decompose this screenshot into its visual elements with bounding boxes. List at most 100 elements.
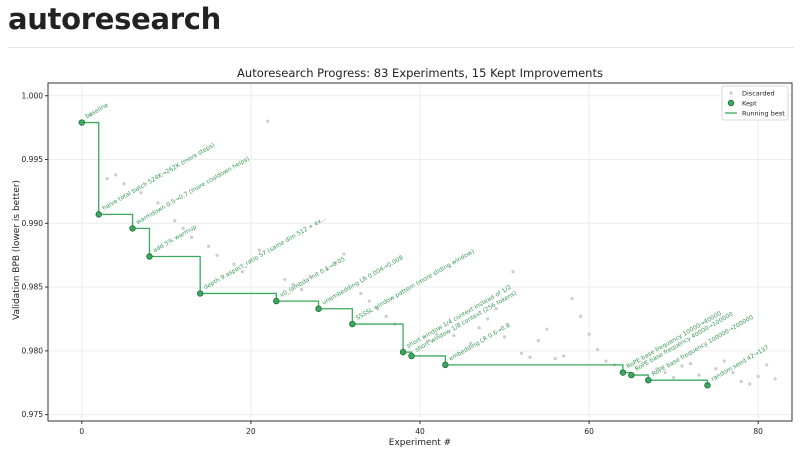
discarded-point	[190, 235, 194, 239]
legend-kept-label: Kept	[742, 100, 757, 108]
discarded-point	[105, 177, 109, 181]
legend-box	[721, 85, 789, 121]
chart-title: Autoresearch Progress: 83 Experiments, 1…	[237, 66, 603, 80]
discarded-point	[232, 262, 236, 266]
discarded-point	[672, 376, 676, 380]
x-axis-label: Experiment #	[389, 438, 451, 448]
page-title: autoresearch	[8, 2, 222, 36]
discarded-point	[570, 296, 574, 301]
discarded-point	[384, 314, 388, 319]
discarded-point	[367, 299, 371, 303]
discarded-point	[469, 341, 473, 345]
discarded-point	[139, 191, 143, 195]
discarded-point	[714, 367, 718, 371]
discarded-point	[731, 370, 735, 375]
discarded-point	[579, 314, 583, 319]
kept-point	[78, 119, 86, 126]
discarded-point	[536, 339, 540, 343]
discarded-point	[283, 277, 287, 282]
legend-discarded-label: Discarded	[742, 90, 775, 98]
discarded-point	[595, 347, 600, 352]
discarded-point	[765, 363, 769, 367]
y-axis-label: Validation BPB (lower is better)	[12, 180, 22, 320]
discarded-point	[722, 359, 726, 363]
kept-point	[619, 369, 627, 376]
discarded-point	[435, 332, 439, 336]
y-tick-label: 0.990	[22, 219, 44, 228]
discarded-point	[181, 226, 185, 231]
kept-point	[196, 290, 204, 297]
discarded-point	[88, 113, 92, 117]
discarded-point	[215, 253, 219, 257]
discarded-point	[494, 307, 498, 311]
discarded-point	[688, 362, 693, 366]
legend-kept-marker	[727, 99, 735, 107]
discarded-point	[156, 201, 160, 205]
legend: Discarded Kept Running best	[721, 85, 789, 121]
legend-discarded-marker	[729, 91, 733, 95]
discarded-point	[376, 307, 380, 311]
discarded-point	[562, 354, 566, 358]
kept-point	[704, 382, 711, 389]
discarded-point	[257, 248, 261, 252]
discarded-point	[308, 275, 312, 279]
discarded-point	[502, 335, 507, 339]
kept-point	[645, 376, 652, 384]
x-tick-label: 60	[584, 427, 594, 436]
discarded-point	[528, 355, 532, 359]
discarded-point	[266, 119, 270, 123]
kept-point	[315, 305, 322, 312]
discarded-point	[519, 351, 524, 355]
discarded-point	[739, 379, 743, 384]
discarded-point	[663, 370, 667, 375]
discarded-point	[587, 332, 591, 336]
y-tick-label: 0.985	[22, 283, 44, 292]
x-tick-label: 20	[246, 427, 256, 436]
discarded-points	[88, 113, 777, 386]
discarded-point	[655, 367, 659, 371]
progress-chart: Autoresearch Progress: 83 Experiments, 1…	[0, 58, 800, 450]
discarded-point	[342, 252, 346, 256]
x-tick-label: 80	[753, 427, 763, 436]
discarded-point	[756, 374, 760, 378]
y-tick-label: 0.980	[22, 346, 44, 355]
axis-ticks: 0 20 40 60 80 0.975 0.980 0.985 0.990 0.995 1.000	[22, 91, 764, 436]
discarded-point	[773, 377, 777, 381]
discarded-point	[486, 317, 490, 321]
header-divider	[8, 47, 794, 48]
chart-background	[0, 58, 800, 450]
kept-point	[399, 348, 407, 356]
discarded-point	[452, 333, 456, 338]
discarded-point	[477, 326, 481, 330]
discarded-point	[697, 373, 701, 377]
y-tick-label: 0.975	[22, 410, 44, 419]
y-tick-label: 0.995	[22, 155, 44, 164]
discarded-point	[325, 267, 329, 271]
discarded-point	[291, 282, 295, 287]
discarded-point	[426, 339, 431, 343]
kept-point	[408, 352, 415, 360]
discarded-point	[359, 291, 363, 296]
kept-point	[146, 253, 153, 260]
grid	[48, 83, 792, 421]
kept-point	[349, 320, 356, 328]
kept-points	[78, 119, 711, 389]
discarded-point	[333, 261, 338, 265]
discarded-point	[748, 382, 752, 386]
discarded-point	[240, 270, 245, 274]
discarded-point	[300, 288, 304, 292]
x-tick-label: 40	[415, 427, 425, 436]
legend-running-best-label: Running best	[742, 110, 785, 118]
discarded-point	[604, 359, 608, 363]
y-tick-label: 1.000	[22, 91, 44, 100]
kept-point	[628, 371, 635, 379]
x-tick-label: 0	[79, 427, 84, 436]
kept-point	[273, 297, 280, 305]
kept-point	[95, 211, 102, 218]
discarded-point	[207, 244, 211, 248]
kept-point	[442, 361, 449, 369]
discarded-point	[553, 356, 557, 361]
discarded-point	[114, 173, 118, 177]
discarded-point	[122, 182, 126, 186]
discarded-point	[545, 327, 549, 331]
